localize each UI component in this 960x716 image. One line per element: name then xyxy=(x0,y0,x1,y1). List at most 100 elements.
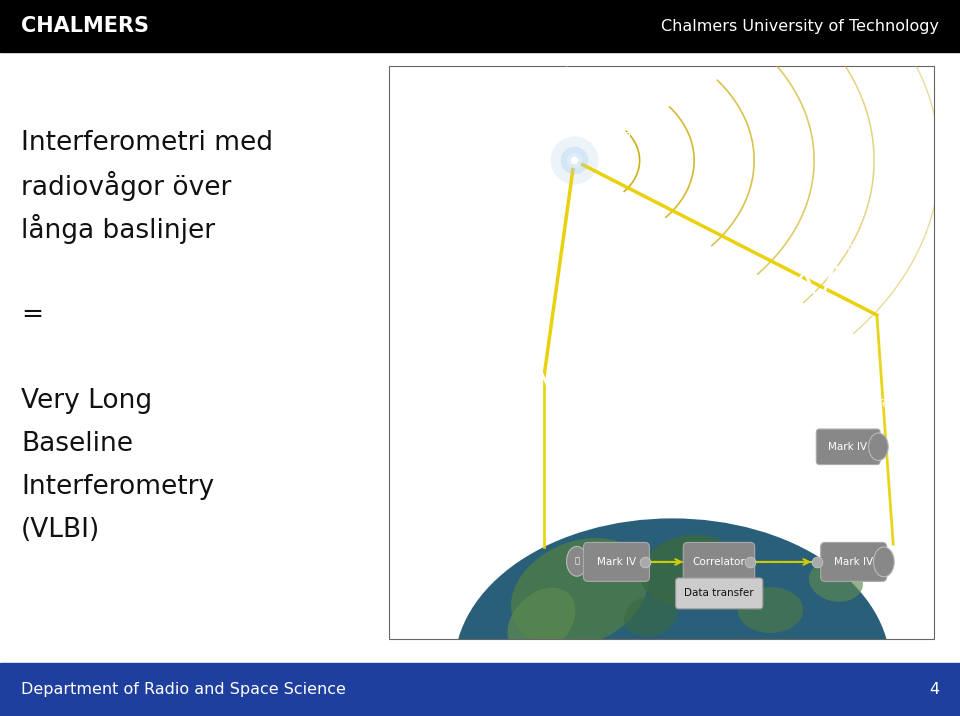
Point xyxy=(524,395,540,406)
Point xyxy=(882,613,898,624)
Point xyxy=(680,369,695,380)
Point xyxy=(894,312,909,324)
Point xyxy=(410,168,425,179)
Point xyxy=(687,233,703,244)
Point xyxy=(566,155,582,166)
Text: Interferometri med: Interferometri med xyxy=(21,130,273,156)
Point xyxy=(813,256,828,268)
Point xyxy=(628,184,643,195)
Point xyxy=(896,264,911,276)
Point xyxy=(914,546,929,558)
Point xyxy=(677,533,692,545)
FancyBboxPatch shape xyxy=(684,543,755,581)
Point xyxy=(595,428,611,440)
Point xyxy=(539,498,554,509)
Bar xyxy=(0,0,960,52)
Point xyxy=(780,172,796,183)
Point xyxy=(577,207,592,218)
Text: Mark IV: Mark IV xyxy=(596,557,636,567)
Point xyxy=(429,447,444,458)
Point xyxy=(893,414,908,425)
Point xyxy=(424,485,440,497)
Point xyxy=(792,463,807,475)
Point xyxy=(532,621,547,633)
Text: Noise: Noise xyxy=(847,240,879,253)
Point xyxy=(566,155,582,166)
Point xyxy=(779,67,794,78)
Text: Noise: Noise xyxy=(577,326,610,339)
Point xyxy=(408,72,423,83)
Point xyxy=(468,168,484,179)
Ellipse shape xyxy=(508,588,576,655)
Point xyxy=(624,400,639,411)
Point xyxy=(662,260,678,271)
Point xyxy=(516,383,532,395)
Text: Correlator: Correlator xyxy=(692,557,745,567)
Point xyxy=(730,573,745,584)
Point xyxy=(808,193,824,205)
Point xyxy=(910,367,925,379)
Point xyxy=(551,372,566,384)
Point xyxy=(408,319,423,330)
Ellipse shape xyxy=(511,538,648,647)
Point xyxy=(520,495,536,506)
Point xyxy=(400,83,416,95)
Point xyxy=(389,309,404,320)
Point xyxy=(541,187,557,198)
Point xyxy=(591,502,607,513)
Point xyxy=(787,560,803,571)
Point xyxy=(852,416,867,427)
Point xyxy=(867,624,882,636)
Point xyxy=(658,342,673,353)
Text: 4: 4 xyxy=(928,682,939,697)
Point xyxy=(496,153,512,165)
Point xyxy=(555,301,570,312)
Text: Baseline: Baseline xyxy=(21,431,133,457)
Point xyxy=(492,173,507,185)
Point xyxy=(618,113,634,125)
Point xyxy=(708,84,724,96)
Text: Chalmers University of Technology: Chalmers University of Technology xyxy=(660,19,939,34)
Point xyxy=(774,239,789,251)
Text: radiovågor över: radiovågor över xyxy=(21,171,231,201)
Ellipse shape xyxy=(566,546,588,576)
Point xyxy=(829,469,845,480)
Point xyxy=(768,130,783,141)
Point xyxy=(522,502,538,513)
Point xyxy=(653,551,668,562)
Text: Very Long: Very Long xyxy=(21,388,153,414)
Point xyxy=(581,311,596,322)
Point xyxy=(763,251,779,262)
Point xyxy=(540,440,556,451)
Bar xyxy=(0,663,960,716)
Point xyxy=(869,160,884,172)
Text: Quasar: Quasar xyxy=(607,125,649,138)
Point xyxy=(524,102,540,114)
Point xyxy=(791,301,806,312)
Point xyxy=(612,166,627,178)
Text: Radio
Telescope: Radio Telescope xyxy=(877,387,931,409)
Point xyxy=(743,556,758,568)
Point xyxy=(388,503,403,515)
Point xyxy=(732,311,748,323)
Point xyxy=(883,302,899,314)
Text: långa baslinjer: långa baslinjer xyxy=(21,214,215,244)
Point xyxy=(782,335,798,347)
Point xyxy=(457,454,472,465)
Point xyxy=(637,556,653,568)
Point xyxy=(416,104,431,115)
Bar xyxy=(389,66,934,639)
Point xyxy=(522,407,538,419)
Point xyxy=(629,628,644,639)
Point xyxy=(516,509,531,521)
Point xyxy=(455,251,470,263)
Point xyxy=(542,430,558,441)
Point xyxy=(560,146,575,158)
Point xyxy=(509,241,524,253)
Point xyxy=(809,556,825,568)
Point xyxy=(713,101,729,112)
Point xyxy=(464,132,479,144)
Point xyxy=(497,612,513,624)
Point xyxy=(436,335,451,347)
Ellipse shape xyxy=(624,595,678,637)
